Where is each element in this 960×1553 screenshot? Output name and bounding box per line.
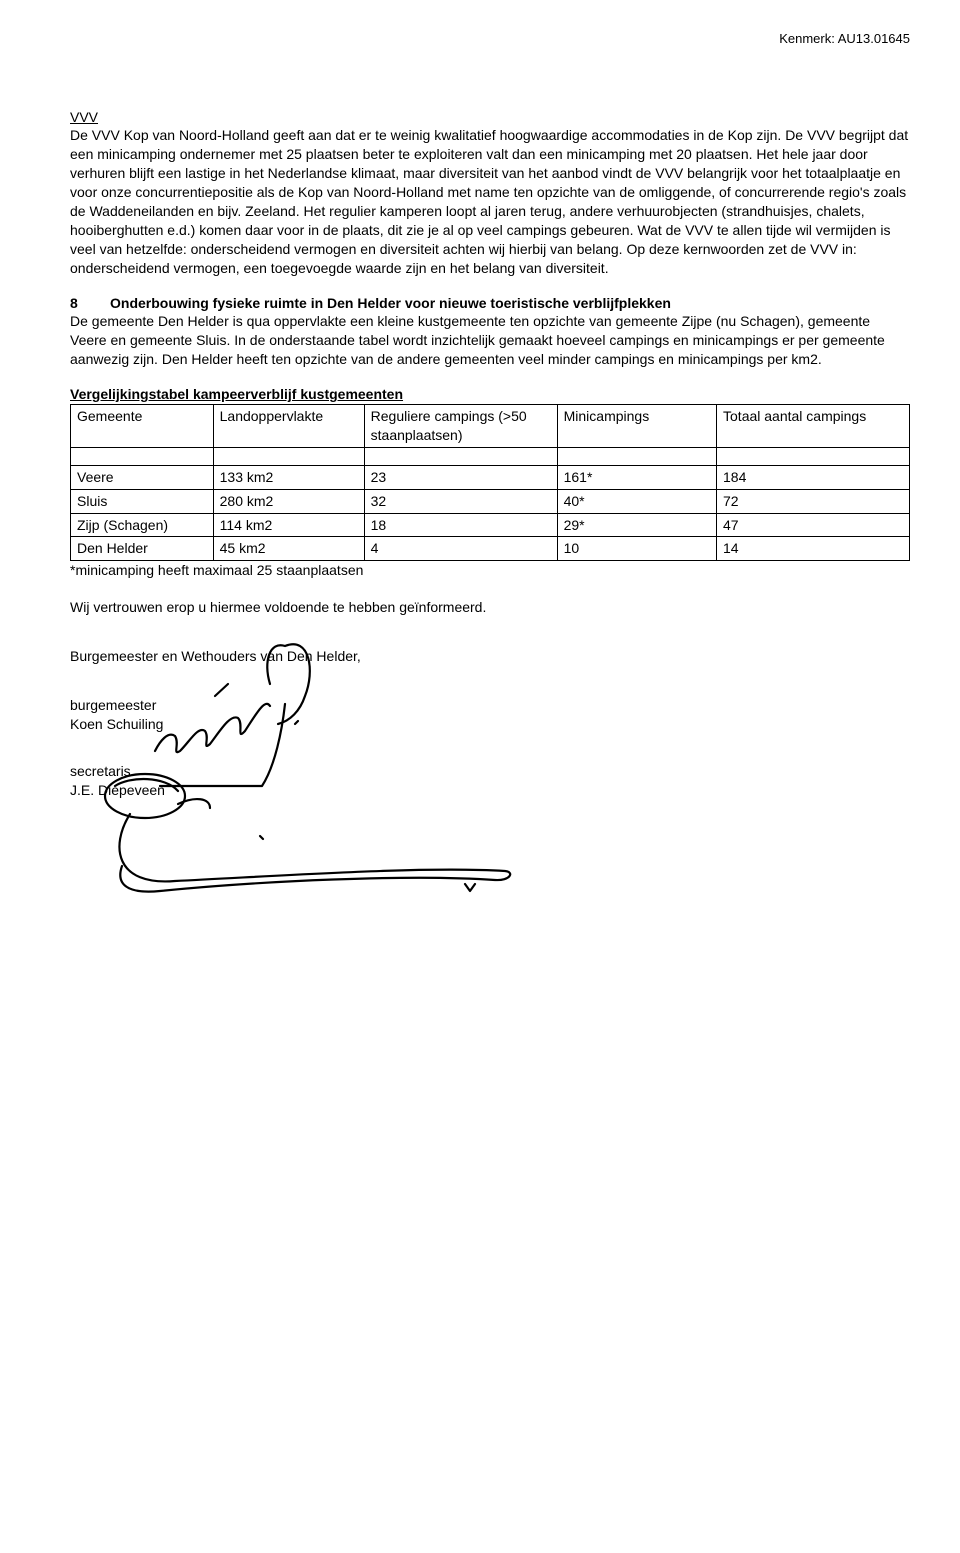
table-cell: Den Helder xyxy=(71,537,214,561)
section-8-paragraph: De gemeente Den Helder is qua oppervlakt… xyxy=(70,312,910,369)
closing-text: Wij vertrouwen erop u hiermee voldoende … xyxy=(70,598,910,617)
table-cell: 18 xyxy=(364,513,557,537)
table-header-cell: Reguliere campings (>50 staanplaatsen) xyxy=(364,405,557,448)
table-cell: 32 xyxy=(364,489,557,513)
table-cell: 161* xyxy=(557,465,716,489)
table-cell: 45 km2 xyxy=(213,537,364,561)
section-title: Onderbouwing fysieke ruimte in Den Helde… xyxy=(110,295,671,311)
table-cell: Zijp (Schagen) xyxy=(71,513,214,537)
table-title: Vergelijkingstabel kampeerverblijf kustg… xyxy=(70,385,910,404)
signatory-line: Burgemeester en Wethouders van Den Helde… xyxy=(70,647,910,666)
table-cell: 23 xyxy=(364,465,557,489)
table-cell: 47 xyxy=(717,513,910,537)
secretaris-block: secretaris J.E. Diepeveen xyxy=(70,762,910,800)
table-cell: 114 km2 xyxy=(213,513,364,537)
secretaris-label: secretaris xyxy=(70,762,910,781)
table-footnote: *minicamping heeft maximaal 25 staanplaa… xyxy=(70,561,910,580)
table-header-cell: Totaal aantal campings xyxy=(717,405,910,448)
table-cell: 29* xyxy=(557,513,716,537)
table-cell: 133 km2 xyxy=(213,465,364,489)
table-row: Veere 133 km2 23 161* 184 xyxy=(71,465,910,489)
table-header-row: Gemeente Landoppervlakte Reguliere campi… xyxy=(71,405,910,448)
table-header-cell: Minicampings xyxy=(557,405,716,448)
section-8-heading: 8Onderbouwing fysieke ruimte in Den Held… xyxy=(70,294,910,313)
table-cell: 72 xyxy=(717,489,910,513)
table-cell: 40* xyxy=(557,489,716,513)
table-cell: 10 xyxy=(557,537,716,561)
table-cell: Veere xyxy=(71,465,214,489)
table-row: Sluis 280 km2 32 40* 72 xyxy=(71,489,910,513)
signature-area: burgemeester Koen Schuiling secretaris J… xyxy=(70,696,910,916)
burgemeester-label: burgemeester xyxy=(70,696,910,715)
burgemeester-name: Koen Schuiling xyxy=(70,715,910,734)
vvv-paragraph: De VVV Kop van Noord-Holland geeft aan d… xyxy=(70,126,910,277)
table-cell: 280 km2 xyxy=(213,489,364,513)
table-row: Den Helder 45 km2 4 10 14 xyxy=(71,537,910,561)
table-cell: 184 xyxy=(717,465,910,489)
table-row: Zijp (Schagen) 114 km2 18 29* 47 xyxy=(71,513,910,537)
section-number: 8 xyxy=(70,294,110,313)
table-header-cell: Landoppervlakte xyxy=(213,405,364,448)
table-cell: 4 xyxy=(364,537,557,561)
burgemeester-block: burgemeester Koen Schuiling xyxy=(70,696,910,734)
vvv-heading: VVV xyxy=(70,108,910,127)
comparison-table: Gemeente Landoppervlakte Reguliere campi… xyxy=(70,404,910,561)
table-cell: Sluis xyxy=(71,489,214,513)
document-reference: Kenmerk: AU13.01645 xyxy=(70,30,910,48)
secretaris-name: J.E. Diepeveen xyxy=(70,781,910,800)
table-header-cell: Gemeente xyxy=(71,405,214,448)
table-cell: 14 xyxy=(717,537,910,561)
table-spacer-row xyxy=(71,447,910,465)
